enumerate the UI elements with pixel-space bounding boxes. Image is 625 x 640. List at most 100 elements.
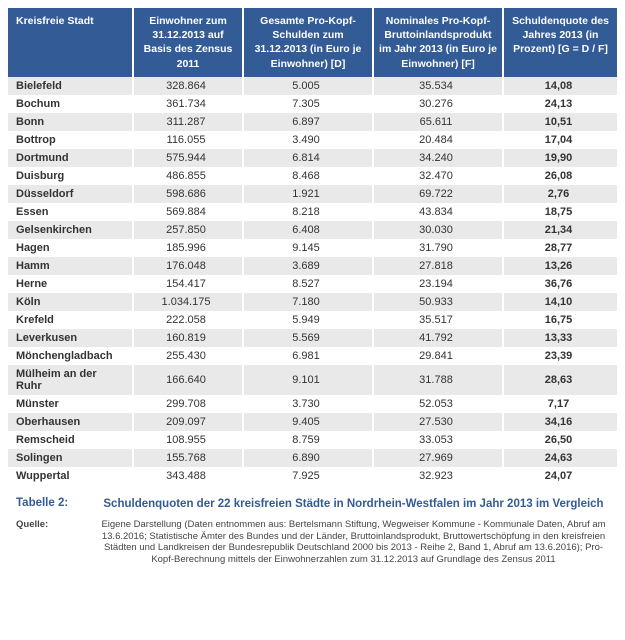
debt-quota-table: Kreisfreie Stadt Einwohner zum 31.12.201… [8,8,617,485]
cell-value: 311.287 [133,113,243,131]
cell-value: 8.759 [243,431,373,449]
table-row: Solingen155.7686.89027.96924,63 [8,449,617,467]
table-row: Bielefeld328.8645.00535.53414,08 [8,77,617,95]
cell-value: 27.969 [373,449,503,467]
cell-value: 3.730 [243,395,373,413]
cell-value: 154.417 [133,275,243,293]
cell-value: 6.814 [243,149,373,167]
cell-value: 343.488 [133,467,243,485]
cell-value: 26,08 [503,167,617,185]
cell-value: 6.408 [243,221,373,239]
cell-value: 34,16 [503,413,617,431]
cell-value: 24,13 [503,95,617,113]
source-text: Eigene Darstellung (Daten entnommen aus:… [93,515,617,570]
cell-city: Münster [8,395,133,413]
cell-value: 65.611 [373,113,503,131]
cell-value: 33.053 [373,431,503,449]
cell-city: Leverkusen [8,329,133,347]
cell-value: 6.897 [243,113,373,131]
cell-value: 17,04 [503,131,617,149]
cell-value: 7.180 [243,293,373,311]
cell-value: 14,08 [503,77,617,95]
cell-value: 185.996 [133,239,243,257]
cell-value: 7.305 [243,95,373,113]
table-row: Bonn311.2876.89765.61110,51 [8,113,617,131]
cell-value: 8.218 [243,203,373,221]
cell-city: Hamm [8,257,133,275]
cell-value: 13,33 [503,329,617,347]
cell-city: Essen [8,203,133,221]
cell-value: 20.484 [373,131,503,149]
col-header-city: Kreisfreie Stadt [8,8,133,77]
cell-value: 31.788 [373,365,503,395]
table-row: Gelsenkirchen257.8506.40830.03021,34 [8,221,617,239]
cell-value: 31.790 [373,239,503,257]
cell-value: 32.470 [373,167,503,185]
cell-city: Hagen [8,239,133,257]
table-row: Duisburg486.8558.46832.47026,08 [8,167,617,185]
cell-value: 598.686 [133,185,243,203]
cell-value: 166.640 [133,365,243,395]
cell-value: 9.145 [243,239,373,257]
table-row: Leverkusen160.8195.56941.79213,33 [8,329,617,347]
source-label: Quelle: [8,515,93,570]
cell-city: Krefeld [8,311,133,329]
cell-value: 27.530 [373,413,503,431]
table-row: Köln1.034.1757.18050.93314,10 [8,293,617,311]
caption-label: Tabelle 2: [8,487,93,515]
col-header-debt-quota: Schuldenquote des Jahres 2013 (in Prozen… [503,8,617,77]
cell-value: 1.034.175 [133,293,243,311]
caption-table: Tabelle 2: Schuldenquoten der 22 kreisfr… [8,487,617,569]
cell-city: Bochum [8,95,133,113]
cell-value: 23.194 [373,275,503,293]
col-header-debt-per-capita: Gesamte Pro-Kopf-Schulden zum 31.12.2013… [243,8,373,77]
cell-city: Köln [8,293,133,311]
cell-value: 222.058 [133,311,243,329]
cell-value: 257.850 [133,221,243,239]
cell-value: 116.055 [133,131,243,149]
table-row: Herne154.4178.52723.19436,76 [8,275,617,293]
cell-value: 176.048 [133,257,243,275]
table-row: Mönchengladbach255.4306.98129.84123,39 [8,347,617,365]
cell-value: 10,51 [503,113,617,131]
table-body: Bielefeld328.8645.00535.53414,08Bochum36… [8,77,617,485]
cell-value: 569.884 [133,203,243,221]
col-header-population: Einwohner zum 31.12.2013 auf Basis des Z… [133,8,243,77]
cell-city: Bottrop [8,131,133,149]
table-row: Bottrop116.0553.49020.48417,04 [8,131,617,149]
cell-value: 28,63 [503,365,617,395]
cell-value: 69.722 [373,185,503,203]
cell-value: 52.053 [373,395,503,413]
cell-value: 30.030 [373,221,503,239]
cell-city: Remscheid [8,431,133,449]
table-row: Münster299.7083.73052.0537,17 [8,395,617,413]
cell-value: 5.949 [243,311,373,329]
table-row: Hagen185.9969.14531.79028,77 [8,239,617,257]
cell-value: 8.527 [243,275,373,293]
cell-value: 108.955 [133,431,243,449]
table-row: Düsseldorf598.6861.92169.7222,76 [8,185,617,203]
cell-value: 24,63 [503,449,617,467]
cell-value: 50.933 [373,293,503,311]
cell-value: 21,34 [503,221,617,239]
cell-value: 3.689 [243,257,373,275]
cell-city: Mülheim an der Ruhr [8,365,133,395]
cell-value: 18,75 [503,203,617,221]
cell-value: 5.569 [243,329,373,347]
cell-value: 5.005 [243,77,373,95]
cell-value: 486.855 [133,167,243,185]
cell-value: 6.890 [243,449,373,467]
cell-value: 23,39 [503,347,617,365]
cell-value: 19,90 [503,149,617,167]
table-row: Krefeld222.0585.94935.51716,75 [8,311,617,329]
cell-city: Oberhausen [8,413,133,431]
cell-value: 35.534 [373,77,503,95]
cell-value: 14,10 [503,293,617,311]
cell-value: 35.517 [373,311,503,329]
cell-value: 30.276 [373,95,503,113]
table-row: Dortmund575.9446.81434.24019,90 [8,149,617,167]
cell-value: 299.708 [133,395,243,413]
table-header: Kreisfreie Stadt Einwohner zum 31.12.201… [8,8,617,77]
cell-value: 209.097 [133,413,243,431]
cell-city: Duisburg [8,167,133,185]
